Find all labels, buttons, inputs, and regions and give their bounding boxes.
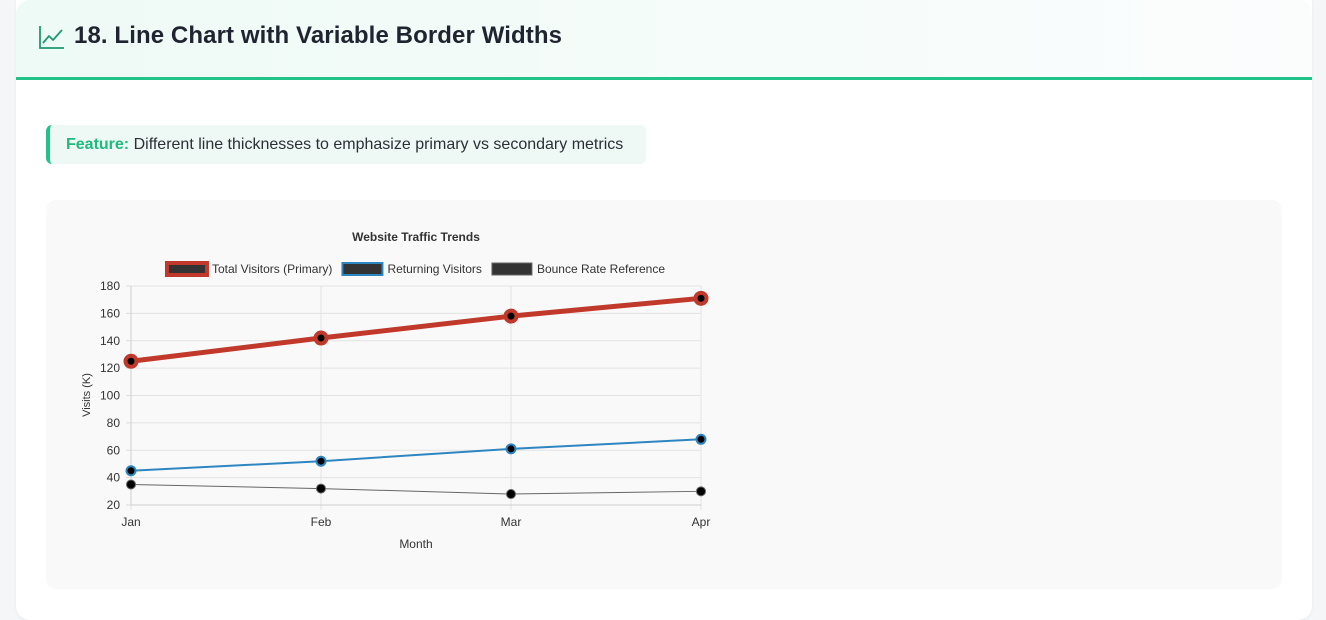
chart-series <box>123 290 709 500</box>
y-tick-label: 120 <box>100 361 120 375</box>
y-tick-label: 160 <box>100 306 120 320</box>
x-tick-label: Apr <box>692 515 711 529</box>
y-tick-label: 20 <box>107 498 121 512</box>
data-point[interactable] <box>126 479 136 490</box>
legend-item[interactable]: Returning Visitors <box>341 262 482 276</box>
legend-item[interactable]: Total Visitors (Primary) <box>164 261 332 277</box>
data-point[interactable] <box>123 353 139 369</box>
x-tick-label: Feb <box>311 515 332 529</box>
data-point[interactable] <box>693 290 709 306</box>
y-axis-title: Visits (K) <box>81 373 93 417</box>
chart-grid <box>130 285 702 510</box>
chart-card: 18. Line Chart with Variable Border Widt… <box>16 0 1312 620</box>
card-header: 18. Line Chart with Variable Border Widt… <box>16 0 1312 80</box>
data-point[interactable] <box>313 330 329 346</box>
legend-label: Returning Visitors <box>387 262 482 276</box>
feature-text: Different line thicknesses to emphasize … <box>133 136 624 153</box>
series-line <box>130 483 702 495</box>
legend-swatch <box>164 261 209 277</box>
series-2 <box>125 433 707 477</box>
feature-label: Feature: <box>66 136 130 153</box>
data-point[interactable] <box>505 443 517 455</box>
y-tick-label: 100 <box>100 389 120 403</box>
data-point[interactable] <box>506 489 516 500</box>
series-line <box>128 295 704 364</box>
legend-label: Bounce Rate Reference <box>537 262 665 276</box>
legend-swatch <box>491 262 533 276</box>
line-chart: Website Traffic Trends 20 40 60 80 100 120 140… <box>81 230 710 551</box>
data-point[interactable] <box>125 465 137 477</box>
line-chart-icon <box>39 26 64 49</box>
y-tick-label: 80 <box>107 416 121 430</box>
legend-label: Total Visitors (Primary) <box>212 262 332 276</box>
x-tick-label: Jan <box>121 515 140 529</box>
data-point[interactable] <box>315 455 327 467</box>
x-axis-title: Month <box>399 537 432 551</box>
chart-axes: 20 40 60 80 100 120 140 160 180 Jan Feb Mar Apr <box>100 279 710 529</box>
data-point[interactable] <box>696 486 706 497</box>
data-point[interactable] <box>503 308 519 324</box>
series-line <box>130 438 702 472</box>
legend-item[interactable]: Bounce Rate Reference <box>491 262 665 276</box>
x-tick-label: Mar <box>501 515 522 529</box>
y-tick-label: 40 <box>107 471 121 485</box>
data-point[interactable] <box>316 483 326 494</box>
y-tick-label: 140 <box>100 334 120 348</box>
chart-panel: Website Traffic Trends 20 40 60 80 100 120 140… <box>46 200 1282 589</box>
series-1 <box>123 290 709 369</box>
data-point[interactable] <box>695 433 707 445</box>
chart-legend[interactable]: Total Visitors (Primary) Returning Visito… <box>164 261 665 277</box>
y-tick-label: 180 <box>100 279 120 293</box>
page-title: 18. Line Chart with Variable Border Widt… <box>74 22 563 49</box>
y-tick-label: 60 <box>107 443 121 457</box>
chart-title: Website Traffic Trends <box>352 230 480 244</box>
feature-callout: Feature: Different line thicknesses to e… <box>46 125 646 164</box>
series-3 <box>126 479 706 500</box>
legend-swatch <box>341 262 384 276</box>
